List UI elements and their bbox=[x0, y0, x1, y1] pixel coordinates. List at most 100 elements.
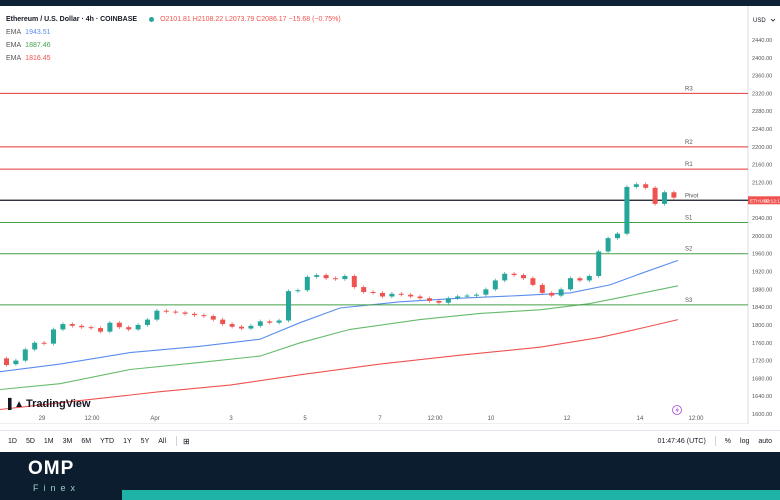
candle-body[interactable] bbox=[502, 273, 508, 281]
candle-body[interactable] bbox=[361, 287, 367, 293]
range-6m[interactable]: 6M bbox=[81, 437, 92, 445]
candle-body[interactable] bbox=[257, 321, 263, 326]
candle-body[interactable] bbox=[652, 187, 658, 204]
candle-body[interactable] bbox=[558, 289, 564, 296]
range-1m[interactable]: 1M bbox=[43, 437, 54, 445]
candle-body[interactable] bbox=[605, 238, 611, 252]
candle-body[interactable] bbox=[286, 291, 291, 321]
candle-body[interactable] bbox=[483, 289, 489, 295]
candle-body[interactable] bbox=[323, 275, 329, 279]
range-5y[interactable]: 5Y bbox=[140, 437, 150, 445]
candle-body[interactable] bbox=[163, 310, 169, 312]
candle-body[interactable] bbox=[88, 327, 94, 329]
candle-body[interactable] bbox=[135, 324, 141, 330]
range-1y[interactable]: 1Y bbox=[123, 437, 132, 445]
candle-body[interactable] bbox=[13, 360, 19, 365]
tradingview-logo[interactable]: ▌▲ TradingView bbox=[8, 398, 91, 410]
candle-body[interactable] bbox=[145, 319, 150, 325]
candle-body[interactable] bbox=[445, 298, 451, 303]
candle-body[interactable] bbox=[116, 322, 122, 328]
price-tick-label: 2360.00 bbox=[752, 74, 772, 80]
candle-body[interactable] bbox=[79, 325, 85, 328]
range-1d[interactable]: 1D bbox=[8, 437, 17, 445]
candle-body[interactable] bbox=[32, 342, 38, 350]
candle-body[interactable] bbox=[521, 275, 526, 279]
events-lightning-icon[interactable] bbox=[672, 405, 682, 415]
candle-body[interactable] bbox=[276, 320, 282, 323]
candle-body[interactable] bbox=[586, 275, 592, 281]
candle-body[interactable] bbox=[248, 325, 254, 329]
candle-body[interactable] bbox=[671, 192, 677, 198]
candle-body[interactable] bbox=[492, 280, 498, 290]
candle-body[interactable] bbox=[4, 358, 9, 366]
candle-body[interactable] bbox=[643, 184, 649, 188]
candle-body[interactable] bbox=[436, 300, 442, 303]
candle-body[interactable] bbox=[220, 319, 226, 325]
range-ytd[interactable]: YTD bbox=[100, 437, 115, 445]
candle-body[interactable] bbox=[351, 275, 357, 288]
candle-body[interactable] bbox=[173, 311, 179, 313]
calendar-goto-icon[interactable]: ⊞ bbox=[183, 436, 190, 446]
candle-body[interactable] bbox=[624, 186, 630, 234]
candle-body[interactable] bbox=[398, 293, 404, 295]
candle-body[interactable] bbox=[295, 290, 301, 292]
candle-body[interactable] bbox=[314, 275, 320, 277]
ema-label[interactable]: EMA bbox=[6, 55, 22, 62]
currency-dropdown-icon[interactable] bbox=[770, 18, 776, 22]
candle-body[interactable] bbox=[464, 295, 470, 297]
candle-body[interactable] bbox=[633, 184, 639, 187]
candle-body[interactable] bbox=[530, 278, 536, 285]
candle-body[interactable] bbox=[577, 278, 583, 281]
percent-scale-toggle[interactable]: % bbox=[724, 437, 732, 445]
candle-body[interactable] bbox=[22, 349, 28, 361]
candle-body[interactable] bbox=[239, 326, 244, 329]
candle-body[interactable] bbox=[389, 293, 395, 297]
symbol-title[interactable]: Ethereum / U.S. Dollar · 4h · COINBASE bbox=[6, 16, 138, 23]
candle-body[interactable] bbox=[229, 324, 235, 327]
candle-body[interactable] bbox=[549, 292, 555, 296]
range-3m[interactable]: 3M bbox=[62, 437, 73, 445]
candle-body[interactable] bbox=[568, 278, 573, 290]
time-tick-label: 7 bbox=[378, 416, 382, 422]
candle-body[interactable] bbox=[107, 322, 113, 332]
pivot-level-label: Pivot bbox=[685, 193, 699, 199]
range-all[interactable]: All bbox=[158, 437, 167, 445]
candle-body[interactable] bbox=[126, 327, 132, 330]
candle-body[interactable] bbox=[192, 313, 197, 316]
price-chart[interactable]: USD 2440.00 2400.00 2360.00 2320.00 2280.00 22… bbox=[0, 6, 780, 425]
candle-body[interactable] bbox=[380, 292, 385, 297]
chart-legend: Ethereum / U.S. Dollar · 4h · COINBASE O… bbox=[6, 13, 341, 65]
candle-body[interactable] bbox=[182, 312, 188, 314]
utc-clock[interactable]: 01:47:46 (UTC) bbox=[657, 437, 706, 445]
candle-body[interactable] bbox=[60, 324, 66, 330]
ema-label[interactable]: EMA bbox=[6, 29, 22, 36]
candle-body[interactable] bbox=[304, 276, 310, 291]
candle-body[interactable] bbox=[154, 310, 160, 320]
candle-body[interactable] bbox=[615, 233, 620, 239]
auto-scale-toggle[interactable]: auto bbox=[758, 437, 772, 445]
candle-body[interactable] bbox=[41, 342, 47, 344]
candle-body[interactable] bbox=[201, 315, 207, 317]
log-scale-toggle[interactable]: log bbox=[740, 437, 750, 445]
price-axis-panel[interactable] bbox=[748, 6, 780, 424]
candle-body[interactable] bbox=[417, 296, 423, 299]
candle-body[interactable] bbox=[342, 275, 348, 280]
candle-body[interactable] bbox=[69, 324, 75, 326]
ema-label[interactable]: EMA bbox=[6, 42, 22, 49]
candle-body[interactable] bbox=[210, 316, 216, 320]
candle-body[interactable] bbox=[408, 294, 414, 297]
candle-body[interactable] bbox=[511, 273, 517, 276]
candle-body[interactable] bbox=[662, 192, 667, 204]
candle-body[interactable] bbox=[427, 298, 432, 301]
range-5d[interactable]: 5D bbox=[25, 437, 35, 445]
candle-body[interactable] bbox=[596, 251, 602, 276]
candle-body[interactable] bbox=[333, 278, 338, 280]
candle-body[interactable] bbox=[267, 321, 273, 323]
candle-body[interactable] bbox=[370, 292, 376, 294]
chart-area[interactable]: USD 2440.00 2400.00 2360.00 2320.00 2280.00 22… bbox=[0, 6, 780, 425]
candle-body[interactable] bbox=[51, 329, 56, 344]
candle-body[interactable] bbox=[474, 294, 479, 296]
candle-body[interactable] bbox=[98, 328, 103, 332]
candle-body[interactable] bbox=[539, 284, 545, 293]
candle-body[interactable] bbox=[455, 296, 461, 299]
